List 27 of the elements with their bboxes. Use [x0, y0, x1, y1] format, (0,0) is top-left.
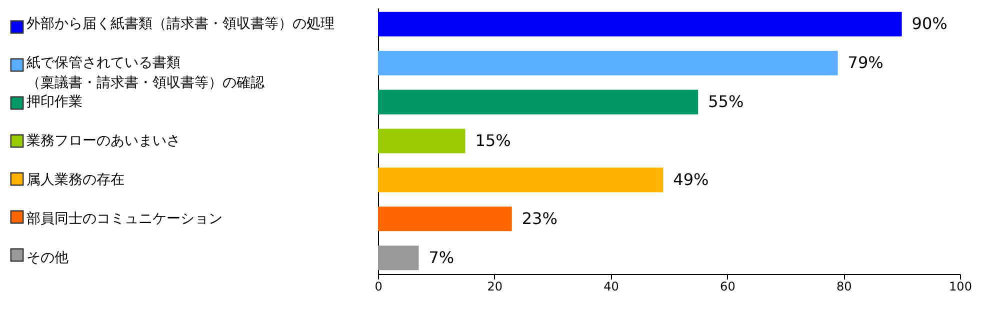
y-tick-label: 紙で保管されている書類（稟議書・請求書・領収書等）の確認	[26, 55, 264, 92]
data-label: 55%	[708, 92, 744, 112]
data-label: 79%	[848, 53, 884, 72]
data-label: 90%	[912, 14, 948, 34]
bar	[378, 128, 466, 154]
bar	[378, 168, 664, 192]
y-tick-label: 外部から届く紙書類（請求書・領収書等）の処理	[26, 16, 334, 32]
y-tick-label: 部員同士のコミュニケーション	[26, 210, 222, 227]
bar	[378, 12, 902, 36]
data-label: 49%	[673, 170, 709, 189]
x-tick-label: 40	[604, 280, 619, 294]
bar	[378, 206, 512, 232]
x-tick-label: 100	[949, 280, 972, 294]
x-tick-label: 0	[374, 280, 382, 294]
y-tick-label: その他	[26, 250, 68, 266]
data-label: 23%	[522, 208, 558, 228]
y-tick-label: 業務フローのあいまいさ	[26, 133, 180, 149]
x-tick-label: 60	[720, 280, 736, 294]
y-tick-label: 押印作業	[26, 94, 82, 110]
bar	[378, 90, 698, 114]
bar	[378, 246, 419, 270]
data-label: 15%	[475, 131, 511, 150]
x-tick-label: 80	[836, 280, 852, 294]
y-tick-label: 属人業務の存在	[26, 172, 124, 188]
data-label: 7%	[428, 248, 454, 267]
x-tick-label: 20	[487, 280, 503, 294]
bar	[378, 50, 838, 76]
